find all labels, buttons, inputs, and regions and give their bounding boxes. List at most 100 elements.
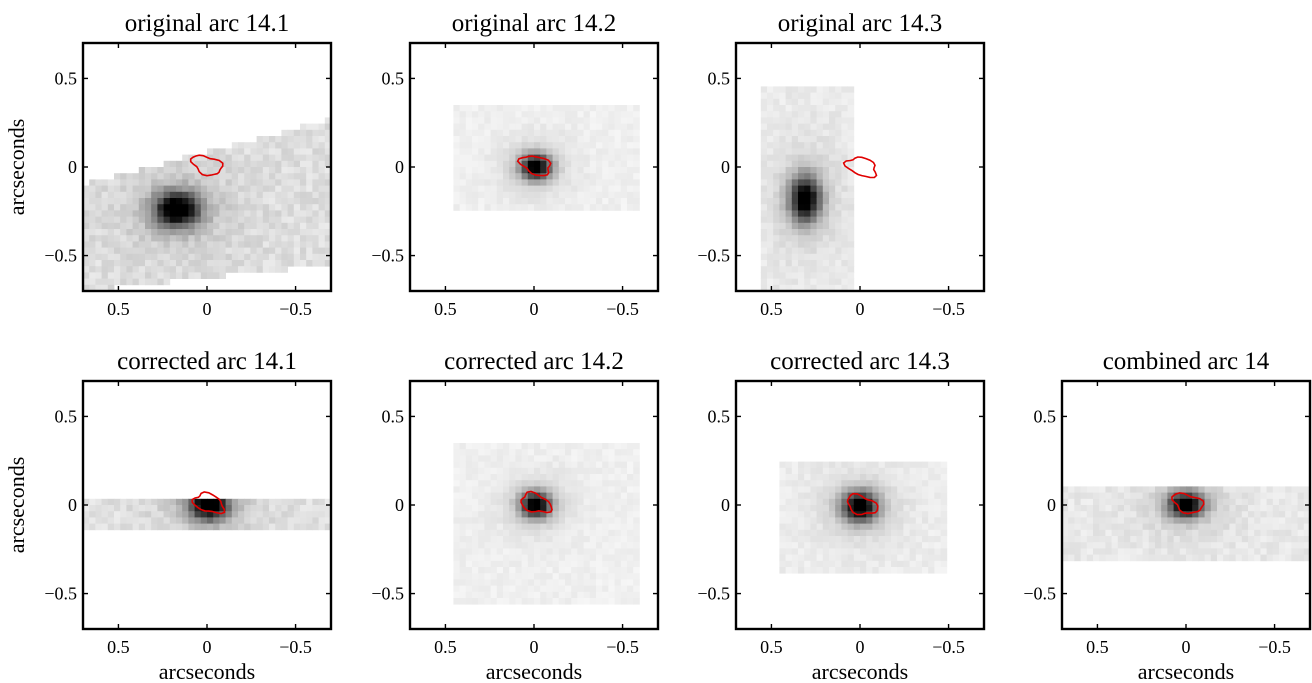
- panel-4-pixel: [312, 523, 319, 531]
- panel-7-pixel: [1179, 492, 1187, 500]
- panel-7-pixel: [1223, 492, 1230, 500]
- panel-6-pixel: [798, 548, 805, 555]
- panel-7-pixel: [1248, 523, 1255, 531]
- panel-1-pixel: [281, 210, 288, 217]
- panel-6-pixel: [853, 474, 861, 481]
- panel-7-pixel: [1161, 529, 1168, 537]
- panel-1-pixel: [176, 204, 183, 211]
- panel-1-pixel: [126, 253, 133, 261]
- panel-5-pixel: [571, 560, 578, 568]
- panel-3-pixel: [847, 198, 855, 205]
- panel-6-contour: [846, 492, 879, 516]
- panel-3-pixel: [816, 241, 824, 248]
- panel-3-pixel: [779, 111, 786, 118]
- panel-7-pixel: [1260, 517, 1267, 524]
- panel-3-pixel: [835, 92, 842, 100]
- panel-3-pixel: [798, 92, 805, 100]
- panel-7-pixel: [1217, 554, 1224, 562]
- panel-1-pixel: [293, 129, 301, 137]
- panel-1-pixel: [138, 222, 146, 230]
- panel-5-pixel: [509, 529, 516, 537]
- panel-7-pixel: [1062, 523, 1069, 531]
- panel-1-pixel: [281, 229, 288, 236]
- panel-2-pixel: [478, 142, 485, 149]
- panel-2-pixel: [472, 117, 479, 124]
- panel-7-pixel: [1179, 486, 1187, 493]
- panel-4-pixel: [312, 505, 319, 512]
- panel-1-pixel: [231, 210, 239, 217]
- panel-5-pixel: [589, 492, 597, 500]
- panel-5-pixel: [478, 598, 485, 605]
- panel-7-pixel: [1093, 542, 1100, 549]
- panel-1-pixel: [200, 198, 208, 205]
- panel-5-pixel: [577, 455, 584, 462]
- panel-1-pixel: [145, 204, 152, 211]
- panel-7-pixel: [1111, 511, 1119, 518]
- panel-1-pixel: [151, 173, 158, 180]
- panel-3-pixel: [804, 222, 811, 230]
- panel-7-pixel: [1223, 542, 1230, 549]
- panel-2-pixel: [620, 105, 628, 112]
- panel-4-pixel: [312, 517, 319, 524]
- panel-1-pixel: [213, 235, 220, 242]
- panel-3-pixel: [785, 247, 793, 255]
- panel-1-pixel: [225, 260, 233, 267]
- panel-1-pixel: [176, 260, 183, 267]
- panel-5-pixel: [546, 548, 553, 555]
- panel-3-pixel: [810, 229, 817, 236]
- panel-3-pixel: [767, 92, 774, 100]
- panel-2-pixel: [589, 129, 597, 137]
- panel-5-pixel: [546, 591, 553, 599]
- panel-4-ylabel: arcseconds: [4, 457, 29, 554]
- panel-1-xtick-label: −0.5: [279, 299, 312, 319]
- panel-7-pixel: [1124, 486, 1131, 493]
- panel-4-pixel: [182, 511, 189, 518]
- panel-1-pixel: [262, 210, 270, 217]
- panel-3-pixel: [835, 160, 842, 168]
- panel-2-pixel: [602, 179, 609, 186]
- panel-3-pixel: [816, 111, 824, 118]
- panel-3-pixel: [835, 123, 842, 131]
- panel-7-pixel: [1235, 548, 1243, 555]
- panel-1-pixel: [114, 241, 121, 248]
- panel-5-pixel: [596, 455, 603, 462]
- panel-1-pixel: [101, 216, 109, 224]
- panel-6-pixel: [804, 498, 811, 506]
- panel-7-pixel: [1173, 511, 1181, 518]
- panel-1-pixel: [213, 272, 220, 279]
- panel-7-pixel: [1204, 498, 1212, 506]
- panel-6-pixel: [860, 498, 867, 506]
- panel-6-pixel: [878, 474, 886, 481]
- panel-5-pixel: [577, 529, 584, 537]
- panel-1-pixel: [114, 222, 121, 230]
- panel-6-pixel: [798, 492, 805, 500]
- panel-4-pixel: [213, 505, 220, 512]
- panel-4-pixel: [318, 498, 326, 506]
- panel-6-pixel: [853, 554, 861, 562]
- panel-6-pixel: [884, 517, 892, 524]
- panel-3-xtick-label: −0.5: [932, 299, 965, 319]
- panel-1-pixel: [287, 260, 295, 267]
- panel-3-pixel: [798, 111, 805, 118]
- panel-7-pixel: [1248, 505, 1255, 512]
- panel-6-pixel: [903, 480, 910, 487]
- panel-7-pixel: [1117, 542, 1125, 549]
- panel-1-pixel: [219, 191, 226, 199]
- panel-6-pixel: [822, 461, 830, 469]
- panel-1-pixel: [200, 167, 208, 174]
- panel-3-pixel: [785, 284, 793, 292]
- panel-2-pixel: [565, 123, 572, 131]
- panel-5-pixel: [558, 461, 566, 469]
- panel-2-pixel: [472, 179, 479, 186]
- panel-1-pixel: [244, 266, 251, 273]
- panel-7-pixel: [1241, 542, 1249, 549]
- panel-3-pixel: [791, 198, 799, 205]
- panel-5-pixel: [614, 560, 622, 568]
- panel-6-pixel: [878, 498, 886, 506]
- panel-3-pixel: [760, 253, 768, 261]
- panel-1-pixel: [262, 191, 270, 199]
- panel-4-pixel: [312, 498, 319, 506]
- panel-7-xtick-label: 0: [1182, 637, 1191, 657]
